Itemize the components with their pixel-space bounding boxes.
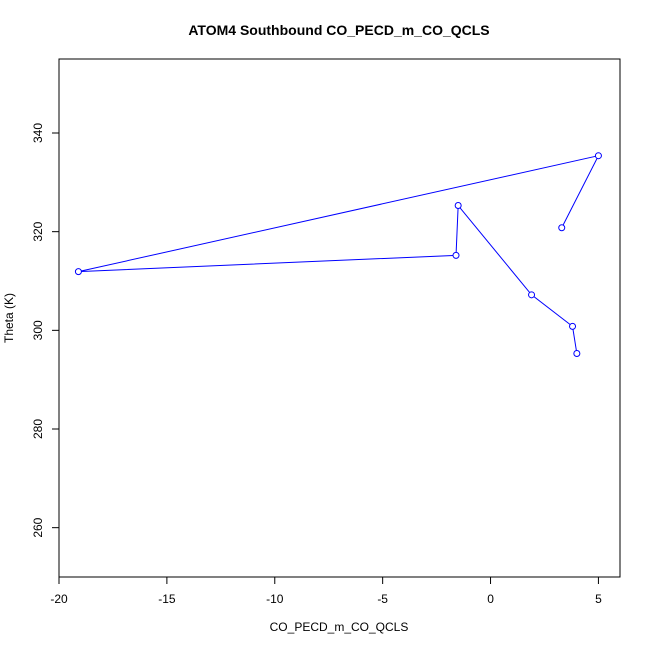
series-layer	[74, 152, 602, 358]
y-axis: 260 280 300 320 340	[31, 123, 60, 538]
data-point	[452, 251, 460, 259]
data-point	[573, 350, 581, 358]
x-tick-label: -10	[266, 592, 284, 606]
y-tick-label: 300	[31, 320, 45, 340]
x-tick-label: 0	[487, 592, 494, 606]
y-axis-label: Theta (K)	[2, 293, 16, 343]
data-point	[594, 152, 602, 160]
series-line	[78, 154, 600, 354]
data-point	[454, 202, 462, 210]
y-tick-label: 260	[31, 517, 45, 537]
x-axis: -20 -15 -10 -5 0 5	[50, 576, 602, 606]
x-tick-label: -5	[377, 592, 388, 606]
x-tick-label: 5	[595, 592, 602, 606]
data-point	[569, 322, 577, 330]
y-tick-label: 280	[31, 419, 45, 439]
x-tick-label: -20	[50, 592, 68, 606]
chart-title: ATOM4 Southbound CO_PECD_m_CO_QCLS	[188, 22, 489, 38]
data-point	[558, 224, 566, 232]
x-tick-label: -15	[158, 592, 176, 606]
y-tick-label: 320	[31, 221, 45, 241]
y-tick-label: 340	[31, 123, 45, 143]
data-point	[74, 268, 82, 276]
data-point	[528, 291, 536, 299]
x-axis-label: CO_PECD_m_CO_QCLS	[270, 620, 409, 634]
